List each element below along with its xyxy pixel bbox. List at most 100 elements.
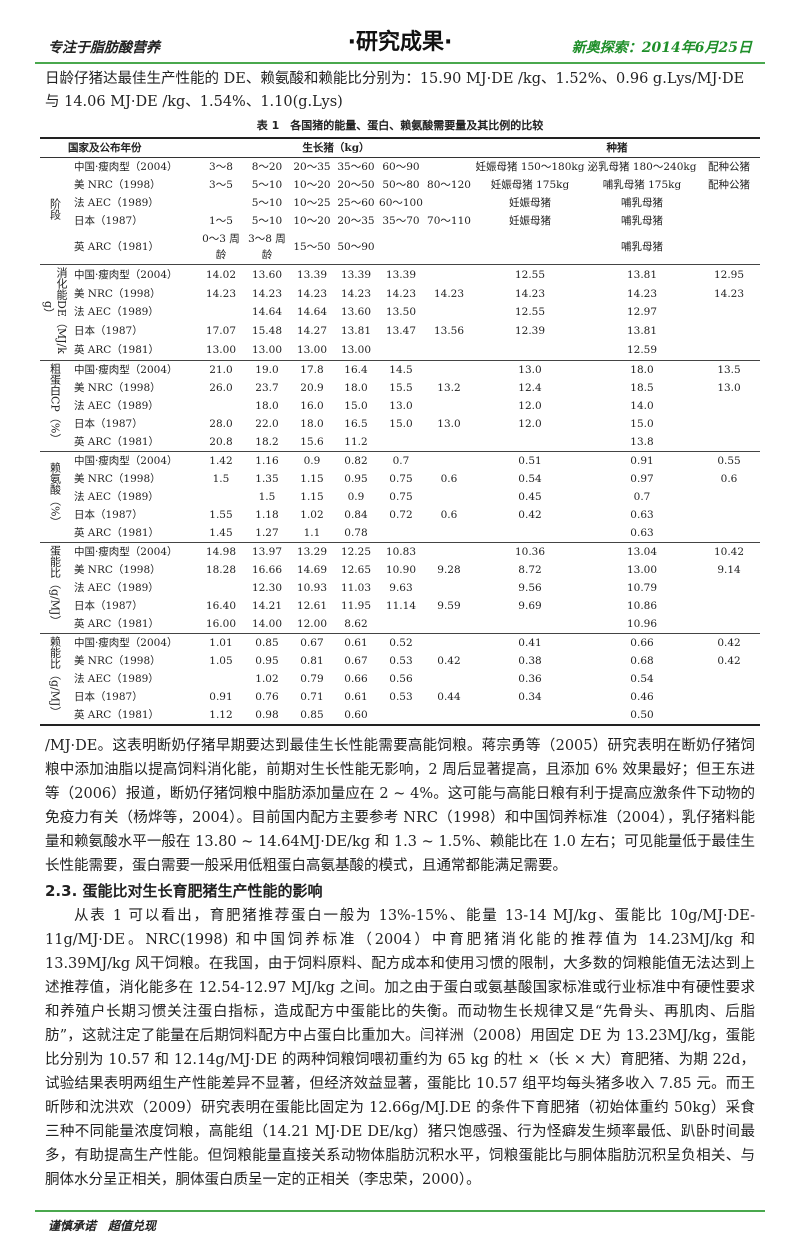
value-cell xyxy=(698,524,760,543)
value-cell xyxy=(378,615,424,634)
header-country: 国家及公布年份 xyxy=(39,138,198,158)
value-cell: 0.63 xyxy=(630,527,654,539)
value-cell: 10.96 xyxy=(626,618,658,630)
country-cell: 法 AEC（1989） xyxy=(73,197,159,209)
value-cell: 20～35 xyxy=(293,161,331,173)
value-cell: 18.28 xyxy=(205,564,236,576)
value-cell: 0.85 xyxy=(300,709,324,721)
value-cell: 0.9 xyxy=(289,451,334,470)
value-cell: 1～5 xyxy=(209,215,233,227)
value-cell: 9.56 xyxy=(518,582,542,594)
value-cell: 0.79 xyxy=(300,673,324,685)
value-cell: 13.81 xyxy=(586,264,698,285)
value-cell: 16.40 xyxy=(205,600,236,612)
value-cell: 5～10 xyxy=(251,197,283,209)
country-cell: 法 AEC（1989） xyxy=(73,673,159,685)
table-row: 法 AEC（1989） 18.0 16.0 15.0 13.0 12.0 14.0 xyxy=(40,397,760,415)
value-cell: 0.42 xyxy=(518,509,542,521)
value-cell: 13.39 xyxy=(289,264,334,285)
value-cell: 泌乳母猪 180～240kg xyxy=(587,161,697,173)
value-cell: 10.36 xyxy=(474,542,586,561)
country-cell: 美 NRC（1998） xyxy=(73,382,161,394)
country-cell: 日本（1987） xyxy=(73,600,143,612)
value-cell: 70～110 xyxy=(427,215,471,227)
value-cell: 0.98 xyxy=(255,709,279,721)
value-cell: 10.86 xyxy=(626,600,658,612)
value-cell: 20～35 xyxy=(337,215,375,227)
value-cell: 9.14 xyxy=(717,564,741,576)
value-cell xyxy=(198,194,244,212)
value-cell: 9.59 xyxy=(437,600,461,612)
value-cell: 13.29 xyxy=(289,542,334,561)
table-row: 英 ARC（1981） 13.00 13.00 13.00 13.00 12.59 xyxy=(40,341,760,361)
value-cell: 80～120 xyxy=(427,179,471,191)
value-cell xyxy=(698,670,760,688)
value-cell: 0.38 xyxy=(518,655,542,667)
table-row: 英 ARC（1981） 0～3 周龄 3～8 周龄 15～50 50～90 哺乳母猪 xyxy=(40,230,760,265)
value-cell xyxy=(378,341,424,361)
value-cell: 1.35 xyxy=(255,473,279,485)
value-cell: 13.00 xyxy=(296,344,327,357)
value-cell: 0.36 xyxy=(518,673,542,685)
value-cell xyxy=(423,542,474,561)
value-cell xyxy=(698,488,760,506)
value-cell: 0.63 xyxy=(630,509,654,521)
paragraph-2: 从表 1 可以看出，育肥猪推荐蛋白一般为 13%-15%、能量 13-14 MJ… xyxy=(45,908,755,1188)
value-cell: 1.15 xyxy=(300,473,324,485)
value-cell: 0.84 xyxy=(344,509,368,521)
value-cell: 35～60 xyxy=(337,161,375,173)
group-label-text: 粗蛋白CP（%） xyxy=(48,362,62,445)
value-cell: 9.28 xyxy=(437,564,461,576)
value-cell: 15.0 xyxy=(389,418,413,430)
value-cell: 0.53 xyxy=(389,655,413,667)
value-cell: 18.5 xyxy=(630,382,654,394)
value-cell: 26.0 xyxy=(209,382,233,394)
table-row: 赖氨酸（%） 中国·瘦肉型（2004） 1.42 1.16 0.9 0.82 0.7 0.51… xyxy=(39,451,761,543)
value-cell: 9.69 xyxy=(518,600,542,612)
country-cell: 英 ARC（1981） xyxy=(73,344,160,357)
value-cell xyxy=(198,488,244,506)
value-cell: 0.60 xyxy=(344,709,368,721)
value-cell: 0.42 xyxy=(437,655,461,667)
value-cell: 14.23 xyxy=(514,287,546,300)
value-cell: 14.5 xyxy=(377,360,424,379)
value-cell: 13.0 xyxy=(389,400,413,412)
table-row: 美 NRC（1998） 1.5 1.35 1.15 0.95 0.75 0.6 0.54 0.9… xyxy=(40,470,760,488)
value-cell xyxy=(698,433,760,452)
value-cell: 1.5 xyxy=(258,491,276,503)
table-row: 英 ARC（1981） 1.12 0.98 0.85 0.60 0.50 xyxy=(40,706,760,725)
value-cell: 10.93 xyxy=(296,582,327,594)
value-cell: 20～50 xyxy=(337,179,375,191)
value-cell: 13.81 xyxy=(626,325,658,338)
value-cell xyxy=(424,158,474,177)
group-label-text: 消化能DE（MJ/kg） xyxy=(41,266,68,354)
country-cell: 英 ARC（1981） xyxy=(73,709,160,721)
value-cell: 0.50 xyxy=(630,709,654,721)
value-cell xyxy=(423,633,474,652)
country-cell: 中国·瘦肉型（2004） xyxy=(69,542,198,561)
value-cell: 14.23 xyxy=(713,287,745,300)
value-cell: 15.48 xyxy=(251,325,282,338)
value-cell: 0.61 xyxy=(344,691,368,703)
value-cell: 14.02 xyxy=(197,264,244,285)
country-cell: 中国·瘦肉型（2004） xyxy=(73,161,178,173)
value-cell xyxy=(424,670,474,688)
country-cell: 日本（1987） xyxy=(73,509,143,521)
value-cell: 0.68 xyxy=(630,655,654,667)
value-cell: 12.95 xyxy=(698,264,761,285)
country-cell: 中国·瘦肉型（2004） xyxy=(69,451,198,470)
value-cell: 13.39 xyxy=(333,264,378,285)
value-cell: 0.6 xyxy=(440,473,458,485)
value-cell: 14.98 xyxy=(197,542,244,561)
value-cell: 0.61 xyxy=(333,633,378,652)
comparison-table: 国家及公布年份 生长猪（kg） 种猪 阶段 中国·瘦肉型（2004） 3～8 8～20… xyxy=(39,137,761,726)
value-cell: 1.18 xyxy=(255,509,279,521)
value-cell: 15.0 xyxy=(630,418,654,430)
value-cell: 13.47 xyxy=(385,325,416,338)
value-cell: 1.05 xyxy=(209,655,233,667)
value-cell: 0.67 xyxy=(344,655,368,667)
row-group-label: 消化能DE（MJ/kg） xyxy=(39,264,70,361)
header-column-name: 专注于脂肪酸营养 xyxy=(48,40,160,56)
table-row: 阶段 中国·瘦肉型（2004） 3～8 8～20 20～35 35～60 60～90 妊娠母猪… xyxy=(40,158,760,220)
value-cell: 3～8 xyxy=(209,161,233,173)
